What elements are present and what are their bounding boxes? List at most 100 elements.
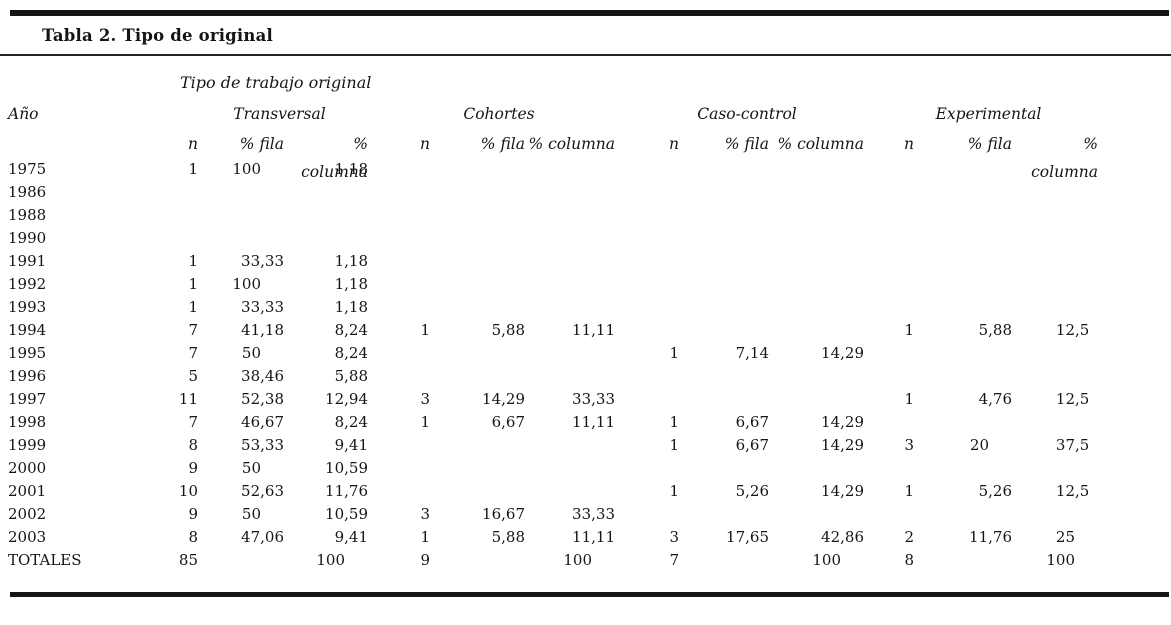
integer-part [430,204,502,227]
fraction-part: ,88 [501,528,525,546]
cell-percent [1012,411,1098,434]
fraction-part: ,11 [591,528,615,546]
row-label: 1975 [8,160,47,178]
cell-percent: 8,24 [284,411,368,434]
cell-percent [430,434,525,457]
integer-part [679,503,746,526]
cell-percent: 10,59 [284,457,368,480]
fraction-part [746,250,769,273]
cell-percent [1012,296,1098,319]
fraction-part [502,549,525,572]
row-label: 2000 [8,459,47,477]
cell-percent: 12,5 [1012,319,1098,342]
cell-percent [430,158,525,181]
cell-n: 3 [669,528,679,546]
integer-part: 46 [241,413,261,431]
integer-part: 11 [969,528,989,546]
fraction-part [345,204,368,227]
fraction-part: ,33 [260,436,284,454]
fraction-part: ,76 [988,528,1012,546]
cell-n [368,480,430,503]
fraction-part [1075,250,1098,273]
integer-part: 20 [969,436,989,454]
integer-part [1012,342,1075,365]
cell-n: 1 [669,482,679,500]
cell-n [615,365,679,388]
integer-part: 33 [572,505,592,523]
integer-part [769,227,841,250]
cell-percent: 50 [198,503,284,526]
fraction-part [502,480,525,503]
integer-part [679,388,746,411]
row-label: 1999 [8,436,47,454]
integer-part [679,158,746,181]
cell-percent: 6,67 [679,434,769,457]
integer-part: 47 [241,528,261,546]
table-row: 2001 10 52,63 11,76 1 5,26 14,29 1 5,26 12,5 [8,480,1098,503]
cell-percent [525,227,615,250]
cell-percent [1012,273,1098,296]
fraction-part: ,33 [591,390,615,408]
fraction-part [746,388,769,411]
integer-part [914,296,989,319]
fraction-part [841,250,864,273]
integer-part [1012,227,1075,250]
integer-part [430,480,502,503]
cell-n: 9 [188,505,198,523]
header-rule [0,54,1171,56]
cell-percent [769,296,864,319]
fraction-part: ,76 [344,482,368,500]
cell-percent [914,457,1012,480]
cell-percent [769,181,864,204]
fraction-part [989,549,1012,572]
cell-percent [198,181,284,204]
fraction-part: ,76 [988,390,1012,408]
cell-n [615,319,679,342]
integer-part [914,365,989,388]
fraction-part [989,296,1012,319]
integer-part: 11 [325,482,345,500]
integer-part [430,158,502,181]
integer-part [679,457,746,480]
cell-n: 1 [904,321,914,339]
integer-part: 100 [1046,551,1075,569]
fraction-part [502,296,525,319]
fraction-part [261,549,284,572]
fraction-part: ,29 [840,482,864,500]
integer-part [198,227,261,250]
top-rule [10,10,1169,16]
fraction-part [746,457,769,480]
integer-part [769,296,841,319]
fraction-part [989,273,1012,296]
cell-n: 8 [904,551,914,569]
cell-n [368,457,430,480]
fraction-part [261,342,284,365]
cell-percent [430,273,525,296]
cell-percent: 100 [284,549,368,572]
cell-percent: 100 [525,549,615,572]
fraction-part [841,319,864,342]
cell-percent [430,204,525,227]
cell-percent: 5,88 [430,526,525,549]
fraction-part [502,342,525,365]
integer-part [430,434,502,457]
cell-percent: 6,67 [430,411,525,434]
subcolumn-header-row: n% fila% columna n% fila% columna n% fila%… [8,130,1098,181]
integer-part: 7 [735,344,746,362]
cell-n: 3 [420,390,430,408]
cell-n [864,158,914,181]
table-row: 1995 7 50 8,24 1 7,14 14,29 [8,342,1098,365]
integer-part: 52 [241,482,261,500]
table-row: 1975 1 100 1,18 [8,158,1098,181]
integer-part [430,181,502,204]
row-label: 1996 [8,367,47,385]
fraction-part [592,457,615,480]
fraction-part: ,5 [1075,436,1090,454]
cell-percent: 33,33 [198,296,284,319]
integer-part [679,365,746,388]
cell-percent: 6,67 [679,411,769,434]
fraction-part: ,67 [260,413,284,431]
fraction-part [261,158,284,181]
cell-n [615,250,679,273]
cell-n: 1 [188,275,198,293]
